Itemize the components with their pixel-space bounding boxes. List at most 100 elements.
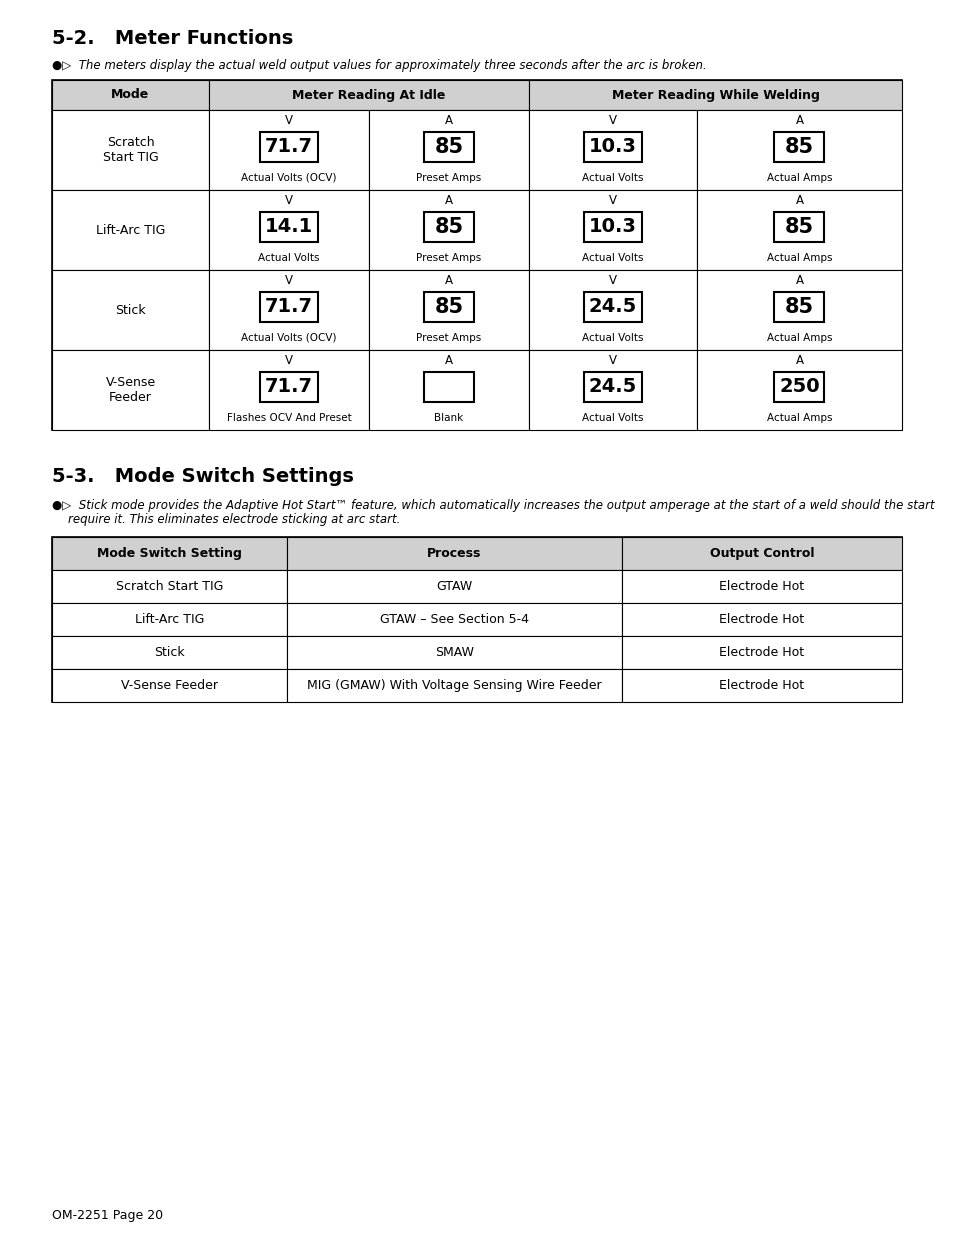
Text: 250: 250 [779, 378, 819, 396]
Text: Electrode Hot: Electrode Hot [719, 613, 803, 626]
Text: require it. This eliminates electrode sticking at arc start.: require it. This eliminates electrode st… [68, 513, 400, 526]
Text: V: V [285, 273, 293, 287]
Bar [774, 212, 823, 242]
Text: Blank: Blank [434, 412, 463, 424]
Bar [52, 80, 901, 430]
Text: A: A [795, 353, 802, 367]
Text: Stick: Stick [115, 304, 146, 316]
Bar [260, 372, 317, 403]
Text: 14.1: 14.1 [265, 217, 313, 236]
Bar [529, 190, 697, 270]
Text: 85: 85 [434, 137, 463, 157]
Bar [583, 132, 641, 162]
Bar [697, 270, 901, 350]
Bar [209, 270, 369, 350]
Text: Preset Amps: Preset Amps [416, 173, 481, 183]
Text: A: A [444, 273, 453, 287]
Text: 24.5: 24.5 [588, 378, 637, 396]
Text: 71.7: 71.7 [265, 137, 313, 157]
Text: 5-2.   Meter Functions: 5-2. Meter Functions [52, 28, 293, 47]
Text: Actual Amps: Actual Amps [766, 333, 831, 343]
Text: V: V [608, 273, 617, 287]
Text: Electrode Hot: Electrode Hot [719, 580, 803, 593]
Text: ●▷  Stick mode provides the Adaptive Hot Start™ feature, which automatically inc: ●▷ Stick mode provides the Adaptive Hot … [52, 499, 934, 511]
Bar [697, 350, 901, 430]
Text: Lift-Arc TIG: Lift-Arc TIG [95, 224, 165, 236]
Bar [287, 603, 621, 636]
Bar [260, 291, 317, 322]
Text: OM-2251 Page 20: OM-2251 Page 20 [52, 1209, 163, 1221]
Bar [774, 291, 823, 322]
Bar [583, 372, 641, 403]
Text: Mode Switch Setting: Mode Switch Setting [97, 547, 242, 559]
Bar [52, 636, 287, 669]
Text: V: V [285, 114, 293, 126]
Text: Meter Reading At Idle: Meter Reading At Idle [292, 89, 445, 101]
Text: Actual Volts: Actual Volts [581, 412, 643, 424]
Text: A: A [795, 114, 802, 126]
Bar [697, 190, 901, 270]
Bar [52, 110, 209, 190]
Text: Actual Volts: Actual Volts [581, 173, 643, 183]
Bar [369, 190, 529, 270]
Bar [287, 571, 621, 603]
Bar [52, 669, 287, 701]
Bar [697, 110, 901, 190]
Bar [52, 603, 287, 636]
Bar [423, 372, 474, 403]
Text: Output Control: Output Control [709, 547, 814, 559]
Text: Scratch
Start TIG: Scratch Start TIG [103, 136, 158, 164]
Text: GTAW – See Section 5-4: GTAW – See Section 5-4 [379, 613, 529, 626]
Text: Electrode Hot: Electrode Hot [719, 679, 803, 692]
Bar [52, 190, 209, 270]
Text: Actual Volts (OCV): Actual Volts (OCV) [241, 333, 336, 343]
Bar [423, 212, 474, 242]
Text: V: V [608, 114, 617, 126]
Text: Actual Volts (OCV): Actual Volts (OCV) [241, 173, 336, 183]
Text: V: V [285, 194, 293, 206]
Bar [774, 372, 823, 403]
Text: 10.3: 10.3 [588, 137, 637, 157]
Bar [209, 110, 369, 190]
Bar [52, 80, 209, 110]
Text: Flashes OCV And Preset: Flashes OCV And Preset [227, 412, 351, 424]
Text: 85: 85 [784, 296, 813, 317]
Text: Preset Amps: Preset Amps [416, 333, 481, 343]
Bar [621, 571, 901, 603]
Text: Process: Process [427, 547, 481, 559]
Text: 85: 85 [784, 217, 813, 237]
Text: A: A [444, 353, 453, 367]
Text: Actual Amps: Actual Amps [766, 253, 831, 263]
Text: V-Sense Feeder: V-Sense Feeder [121, 679, 218, 692]
Text: Actual Volts: Actual Volts [581, 253, 643, 263]
Bar [209, 80, 529, 110]
Text: A: A [795, 194, 802, 206]
Text: 85: 85 [434, 217, 463, 237]
Text: Meter Reading While Welding: Meter Reading While Welding [611, 89, 819, 101]
Text: Stick: Stick [154, 646, 185, 659]
Bar [774, 132, 823, 162]
Text: V-Sense
Feeder: V-Sense Feeder [106, 375, 155, 404]
Bar [529, 80, 901, 110]
Text: 71.7: 71.7 [265, 378, 313, 396]
Bar [209, 190, 369, 270]
Bar [260, 212, 317, 242]
Text: GTAW: GTAW [436, 580, 472, 593]
Text: Actual Amps: Actual Amps [766, 173, 831, 183]
Text: Actual Volts: Actual Volts [581, 333, 643, 343]
Bar [369, 110, 529, 190]
Bar [423, 132, 474, 162]
Text: SMAW: SMAW [435, 646, 474, 659]
Text: A: A [795, 273, 802, 287]
Text: A: A [444, 194, 453, 206]
Text: 85: 85 [434, 296, 463, 317]
Text: 71.7: 71.7 [265, 298, 313, 316]
Text: 85: 85 [784, 137, 813, 157]
Bar [287, 669, 621, 701]
Text: V: V [285, 353, 293, 367]
Bar [52, 350, 209, 430]
Text: V: V [608, 194, 617, 206]
Text: V: V [608, 353, 617, 367]
Text: 5-3.   Mode Switch Settings: 5-3. Mode Switch Settings [52, 468, 354, 487]
Text: Preset Amps: Preset Amps [416, 253, 481, 263]
